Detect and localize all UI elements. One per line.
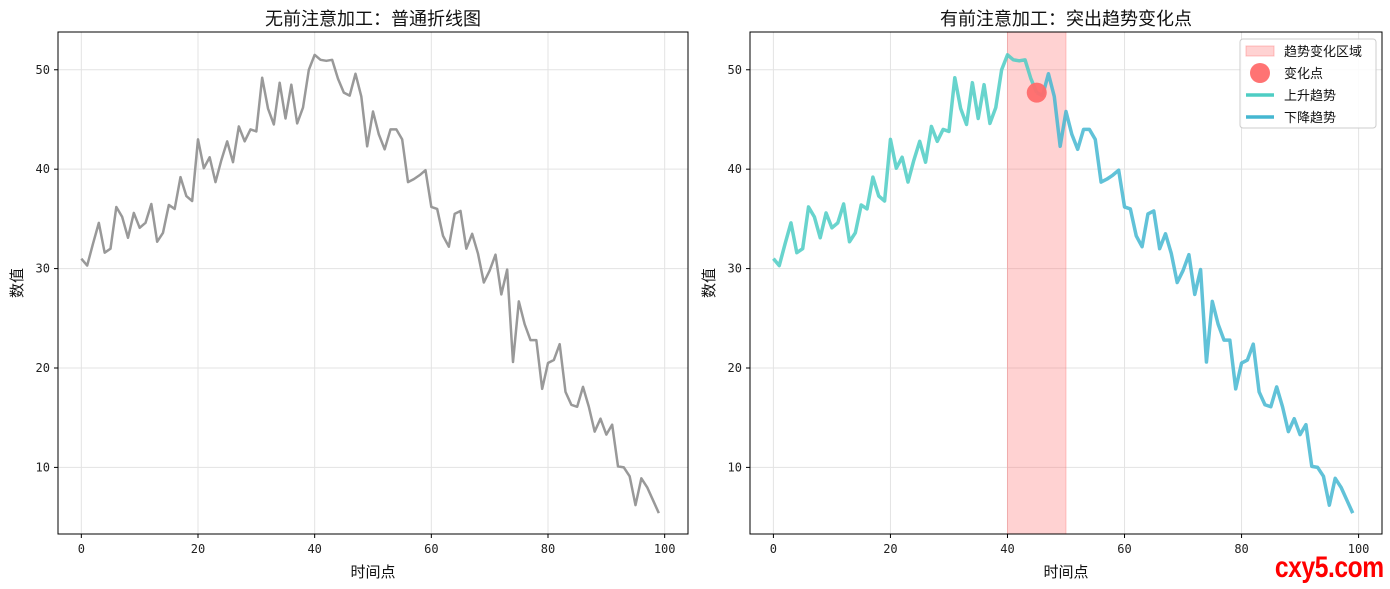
plot-background: [58, 32, 688, 534]
y-tick-label: 40: [728, 162, 742, 176]
x-tick-label: 100: [1348, 542, 1370, 556]
x-tick-label: 40: [1000, 542, 1014, 556]
plot-frame: [57, 31, 689, 535]
y-tick-label: 50: [728, 63, 742, 77]
legend: 趋势变化区域 变化点 上升趋势 下降趋势: [1239, 38, 1377, 129]
x-tick-label: 80: [541, 542, 555, 556]
series-lines: [772, 53, 1355, 514]
x-tick-label: 20: [191, 542, 205, 556]
watermark: cxy5.com: [1275, 551, 1384, 584]
legend-change-point-label: 变化点: [1284, 66, 1323, 82]
y-tick-label: 40: [36, 162, 50, 176]
highlighted-line-chart: 0 20 40 60 80 100 10 20 30 40 50 有前注意加工：突出趋势变化点 时…: [700, 9, 1383, 581]
plot-frame: [749, 31, 1383, 535]
y-tick-label: 30: [36, 262, 50, 276]
x-tick-label: 40: [307, 542, 321, 556]
chart-title: 无前注意加工：普通折线图: [265, 9, 481, 30]
y-tick-label: 20: [728, 361, 742, 375]
x-ticks: 0 20 40 60 80 100: [770, 534, 1370, 556]
y-tick-label: 10: [36, 460, 50, 474]
y-tick-label: 10: [728, 460, 742, 474]
legend-uptrend-label: 上升趋势: [1284, 88, 1336, 104]
x-tick-label: 0: [78, 542, 85, 556]
x-tick-label: 20: [883, 542, 897, 556]
x-ticks: 0 20 40 60 80 100: [78, 534, 676, 556]
y-tick-label: 30: [728, 262, 742, 276]
x-tick-label: 0: [770, 542, 777, 556]
x-tick-label: 60: [424, 542, 438, 556]
y-axis-label: 数值: [700, 268, 718, 298]
y-tick-label: 50: [36, 63, 50, 77]
grid: [58, 32, 688, 534]
series-line: [1035, 72, 1355, 514]
series-line: [772, 53, 1039, 268]
x-axis-label: 时间点: [1043, 563, 1088, 581]
series-line: [80, 53, 660, 514]
x-tick-label: 80: [1234, 542, 1248, 556]
legend-change-point-swatch: [1250, 63, 1270, 83]
legend-region-label: 趋势变化区域: [1284, 44, 1362, 60]
plain-line-chart: 0 20 40 60 80 100 10 20 30 40 50 无前注意加工：普通折线图 时间点…: [8, 9, 689, 581]
legend-region-swatch: [1245, 45, 1275, 57]
legend-frame: [1239, 38, 1377, 129]
y-tick-label: 20: [36, 361, 50, 375]
series-lines: [80, 53, 660, 514]
y-axis-label: 数值: [8, 268, 26, 298]
x-tick-label: 100: [654, 542, 676, 556]
chart-title: 有前注意加工：突出趋势变化点: [940, 9, 1192, 30]
x-axis-label: 时间点: [350, 563, 395, 581]
y-ticks: 10 20 30 40 50: [36, 63, 58, 474]
y-ticks: 10 20 30 40 50: [728, 63, 750, 474]
legend-downtrend-label: 下降趋势: [1284, 110, 1336, 126]
change-point-marker: [1026, 82, 1047, 103]
change-point: [1026, 82, 1047, 103]
x-tick-label: 60: [1117, 542, 1131, 556]
